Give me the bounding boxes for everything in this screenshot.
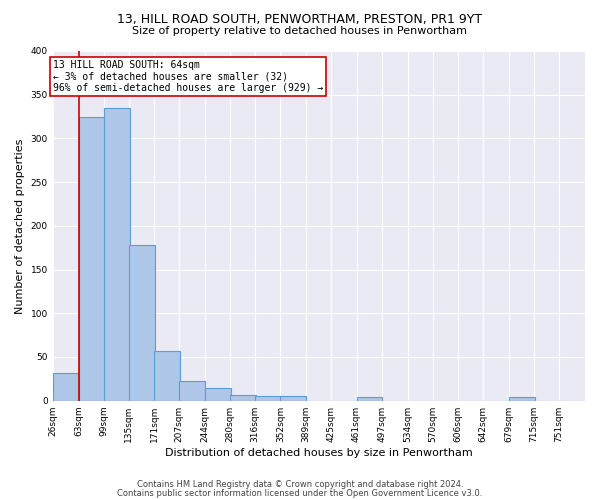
- Bar: [280, 396, 306, 400]
- Bar: [205, 388, 231, 400]
- Bar: [230, 396, 256, 400]
- Bar: [179, 380, 205, 400]
- X-axis label: Distribution of detached houses by size in Penwortham: Distribution of detached houses by size …: [165, 448, 473, 458]
- Bar: [356, 397, 382, 400]
- Bar: [509, 397, 535, 400]
- Text: Contains public sector information licensed under the Open Government Licence v3: Contains public sector information licen…: [118, 488, 482, 498]
- Bar: [255, 396, 281, 400]
- Bar: [129, 245, 155, 400]
- Bar: [79, 116, 104, 401]
- Bar: [104, 108, 130, 401]
- Text: Size of property relative to detached houses in Penwortham: Size of property relative to detached ho…: [133, 26, 467, 36]
- Text: 13, HILL ROAD SOUTH, PENWORTHAM, PRESTON, PR1 9YT: 13, HILL ROAD SOUTH, PENWORTHAM, PRESTON…: [118, 12, 482, 26]
- Y-axis label: Number of detached properties: Number of detached properties: [15, 138, 25, 314]
- Bar: [154, 351, 180, 401]
- Text: Contains HM Land Registry data © Crown copyright and database right 2024.: Contains HM Land Registry data © Crown c…: [137, 480, 463, 489]
- Bar: [53, 372, 79, 400]
- Text: 13 HILL ROAD SOUTH: 64sqm
← 3% of detached houses are smaller (32)
96% of semi-d: 13 HILL ROAD SOUTH: 64sqm ← 3% of detach…: [53, 60, 323, 93]
